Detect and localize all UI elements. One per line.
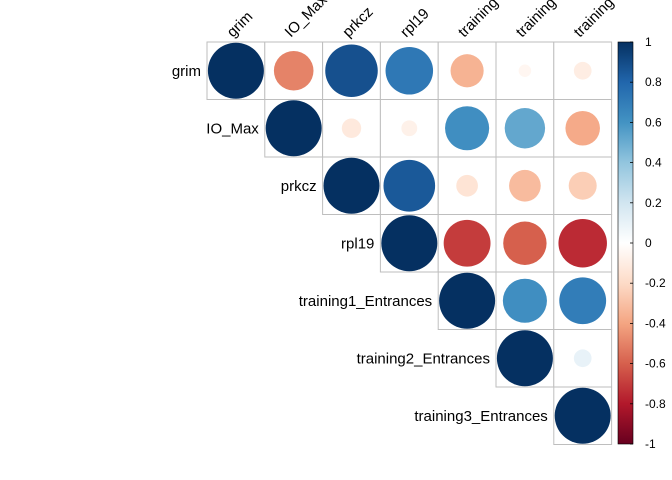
- corr-circle-training1_Entrances-training3_Entrances: [559, 277, 607, 325]
- colorbar-tick-label: 0.4: [645, 156, 662, 170]
- col-label-training1_Entrances: training: [455, 0, 502, 41]
- colorbar-tick-label: 0: [645, 236, 652, 250]
- corr-circle-rpl19-training3_Entrances: [558, 219, 607, 268]
- col-label-grim: grim: [224, 8, 257, 41]
- corr-circle-IO_Max-IO_Max: [265, 100, 322, 157]
- colorbar-tick-label: -0.2: [645, 276, 666, 290]
- corr-circle-prkcz-training2_Entrances: [509, 169, 541, 202]
- corr-circle-rpl19-rpl19: [381, 215, 438, 272]
- colorbar-tick-label: -0.4: [645, 316, 666, 330]
- corr-circle-grim-grim: [207, 42, 264, 99]
- corr-circle-training1_Entrances-training2_Entrances: [502, 278, 547, 323]
- col-label-training2_Entrances: training: [513, 0, 560, 41]
- colorbar-tick-label: -1: [645, 437, 656, 451]
- corr-circle-prkcz-training1_Entrances: [456, 174, 478, 197]
- colorbar-tick-label: 0.8: [645, 75, 662, 89]
- colorbar-tick-label: 1: [645, 35, 652, 49]
- colorbar: 1 0.8 0.6 0.4 0.2 0 -0.2 -0.4 -0.6 -0.8 -1: [617, 35, 666, 451]
- corr-circle-grim-prkcz: [325, 44, 378, 98]
- row-label-prkcz: prkcz: [281, 178, 317, 195]
- corr-circle-IO_Max-rpl19: [401, 120, 418, 137]
- corr-circle-prkcz-prkcz: [323, 157, 380, 214]
- corr-circle-training1_Entrances-training1_Entrances: [439, 272, 496, 329]
- corr-circle-prkcz-training3_Entrances: [568, 171, 597, 200]
- row-label-grim: grim: [172, 63, 201, 80]
- corr-circle-grim-IO_Max: [273, 50, 314, 91]
- corr-circle-training3_Entrances-training3_Entrances: [554, 387, 611, 444]
- corr-circle-IO_Max-training1_Entrances: [445, 106, 490, 151]
- corr-circle-rpl19-training1_Entrances: [443, 219, 491, 267]
- row-label-training1_Entrances: training1_Entrances: [299, 293, 432, 310]
- correlation-cells: [206, 41, 613, 445]
- corr-circle-training2_Entrances-training3_Entrances: [573, 349, 592, 368]
- col-label-IO_Max: IO_Max: [282, 0, 332, 41]
- colorbar-tick-label: -0.6: [645, 357, 666, 371]
- colorbar-tick-label: 0.2: [645, 196, 662, 210]
- row-label-training2_Entrances: training2_Entrances: [357, 350, 490, 367]
- colorbar-tick-label: 0.6: [645, 115, 662, 129]
- corr-circle-grim-training2_Entrances: [518, 64, 532, 78]
- colorbar-tick-label: -0.8: [645, 397, 666, 411]
- colorbar-ticks: 1 0.8 0.6 0.4 0.2 0 -0.2 -0.4 -0.6 -0.8 -1: [630, 35, 666, 451]
- corr-circle-grim-training3_Entrances: [573, 61, 592, 80]
- corr-circle-grim-rpl19: [385, 46, 434, 95]
- corr-circle-IO_Max-training2_Entrances: [504, 108, 546, 149]
- row-label-training3_Entrances: training3_Entrances: [414, 408, 547, 425]
- col-label-rpl19: rpl19: [397, 5, 433, 41]
- row-label-rpl19: rpl19: [341, 235, 374, 252]
- corr-circle-rpl19-training2_Entrances: [503, 221, 547, 265]
- corr-circle-training2_Entrances-training2_Entrances: [496, 330, 553, 387]
- corr-circle-IO_Max-prkcz: [341, 118, 362, 138]
- col-label-prkcz: prkcz: [339, 3, 376, 40]
- row-label-IO_Max: IO_Max: [206, 120, 259, 137]
- corr-circle-IO_Max-training3_Entrances: [565, 110, 600, 146]
- corr-circle-grim-training1_Entrances: [450, 54, 484, 88]
- corr-circle-prkcz-rpl19: [383, 159, 436, 212]
- col-label-training3_Entrances: training: [571, 0, 618, 41]
- column-labels: grim IO_Max prkcz rpl19 training training trai…: [224, 0, 618, 41]
